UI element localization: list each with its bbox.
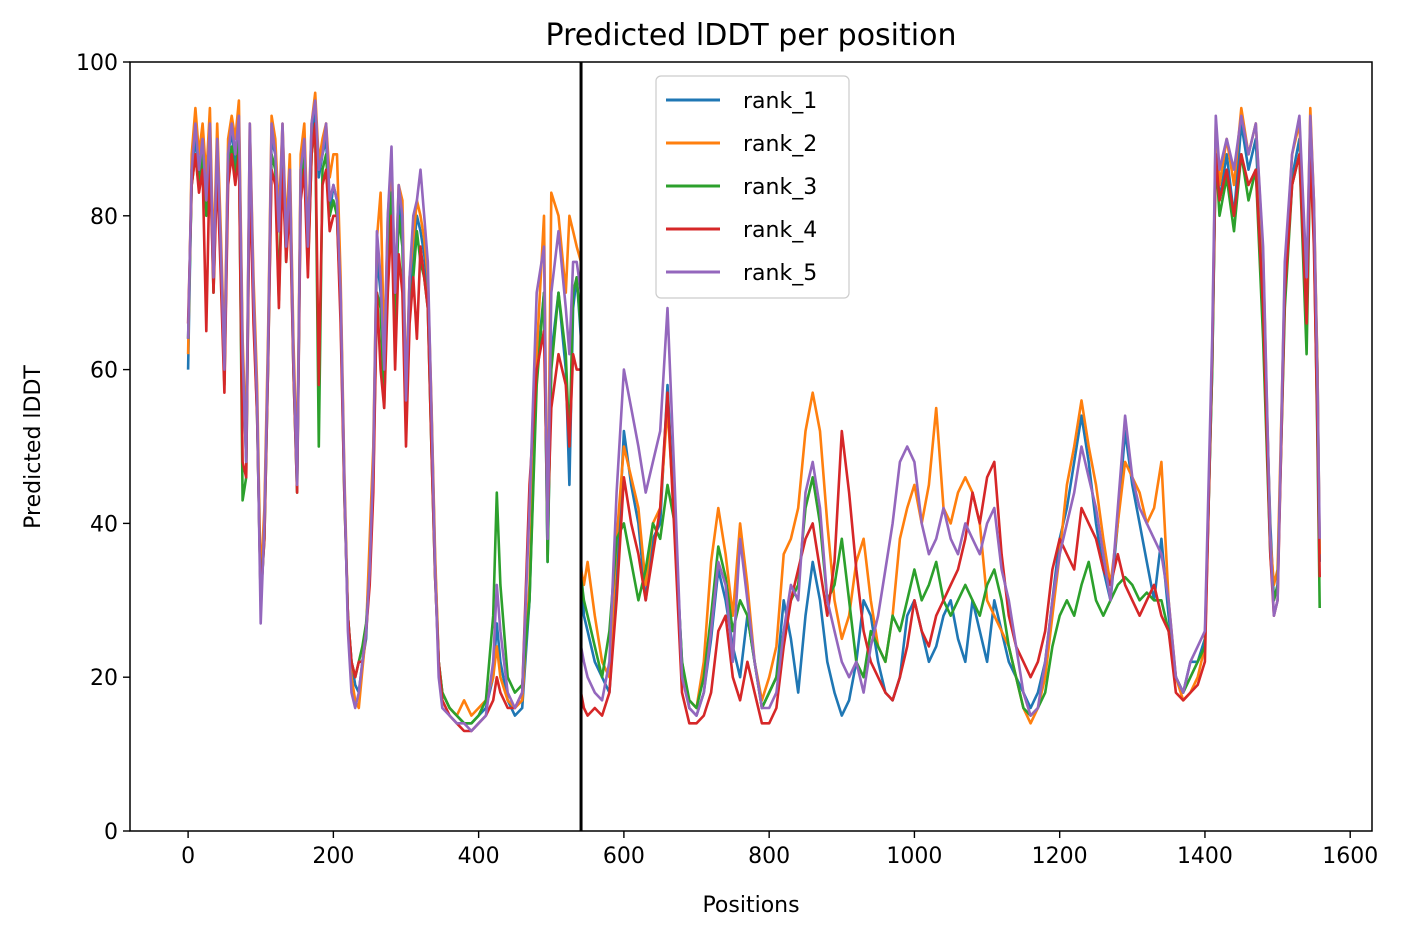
x-axis-label: Positions xyxy=(702,893,799,918)
legend-label-rank-2: rank_2 xyxy=(743,132,817,157)
x-tick-label: 200 xyxy=(312,844,354,869)
x-tick-label: 1000 xyxy=(886,844,942,869)
legend: rank_1 rank_2 rank_3 rank_4 rank_5 xyxy=(655,75,850,299)
x-tick-label: 400 xyxy=(458,844,500,869)
x-tick-label: 600 xyxy=(603,844,645,869)
y-tick-label: 60 xyxy=(90,359,118,384)
legend-label-rank-3: rank_3 xyxy=(743,175,817,200)
y-tick-label: 40 xyxy=(90,512,118,537)
x-tick-label: 800 xyxy=(748,844,790,869)
series-line-rank-5 xyxy=(186,99,1321,733)
y-tick-label: 0 xyxy=(104,820,118,845)
plot-area-frame xyxy=(129,61,1373,832)
legend-label-rank-1: rank_1 xyxy=(743,89,817,114)
y-axis-label: Predicted lDDT xyxy=(21,365,46,529)
y-tick-label: 80 xyxy=(90,205,118,230)
y-tick-label: 20 xyxy=(90,666,118,691)
x-tick-label: 1600 xyxy=(1322,844,1378,869)
x-tick-label: 1200 xyxy=(1032,844,1088,869)
x-axis-ticks: 0 200 400 600 800 1000 1200 1400 1600 xyxy=(181,831,1378,869)
legend-frame xyxy=(655,75,850,299)
legend-label-rank-4: rank_4 xyxy=(743,218,817,243)
chart-title: Predicted lDDT per position xyxy=(546,18,957,53)
y-axis-ticks: 0 20 40 60 80 100 xyxy=(76,51,130,845)
x-tick-label: 1400 xyxy=(1177,844,1233,869)
plot-lines xyxy=(186,91,1321,733)
x-tick-label: 0 xyxy=(181,844,195,869)
y-tick-label: 100 xyxy=(76,51,118,76)
legend-label-rank-5: rank_5 xyxy=(743,261,817,286)
